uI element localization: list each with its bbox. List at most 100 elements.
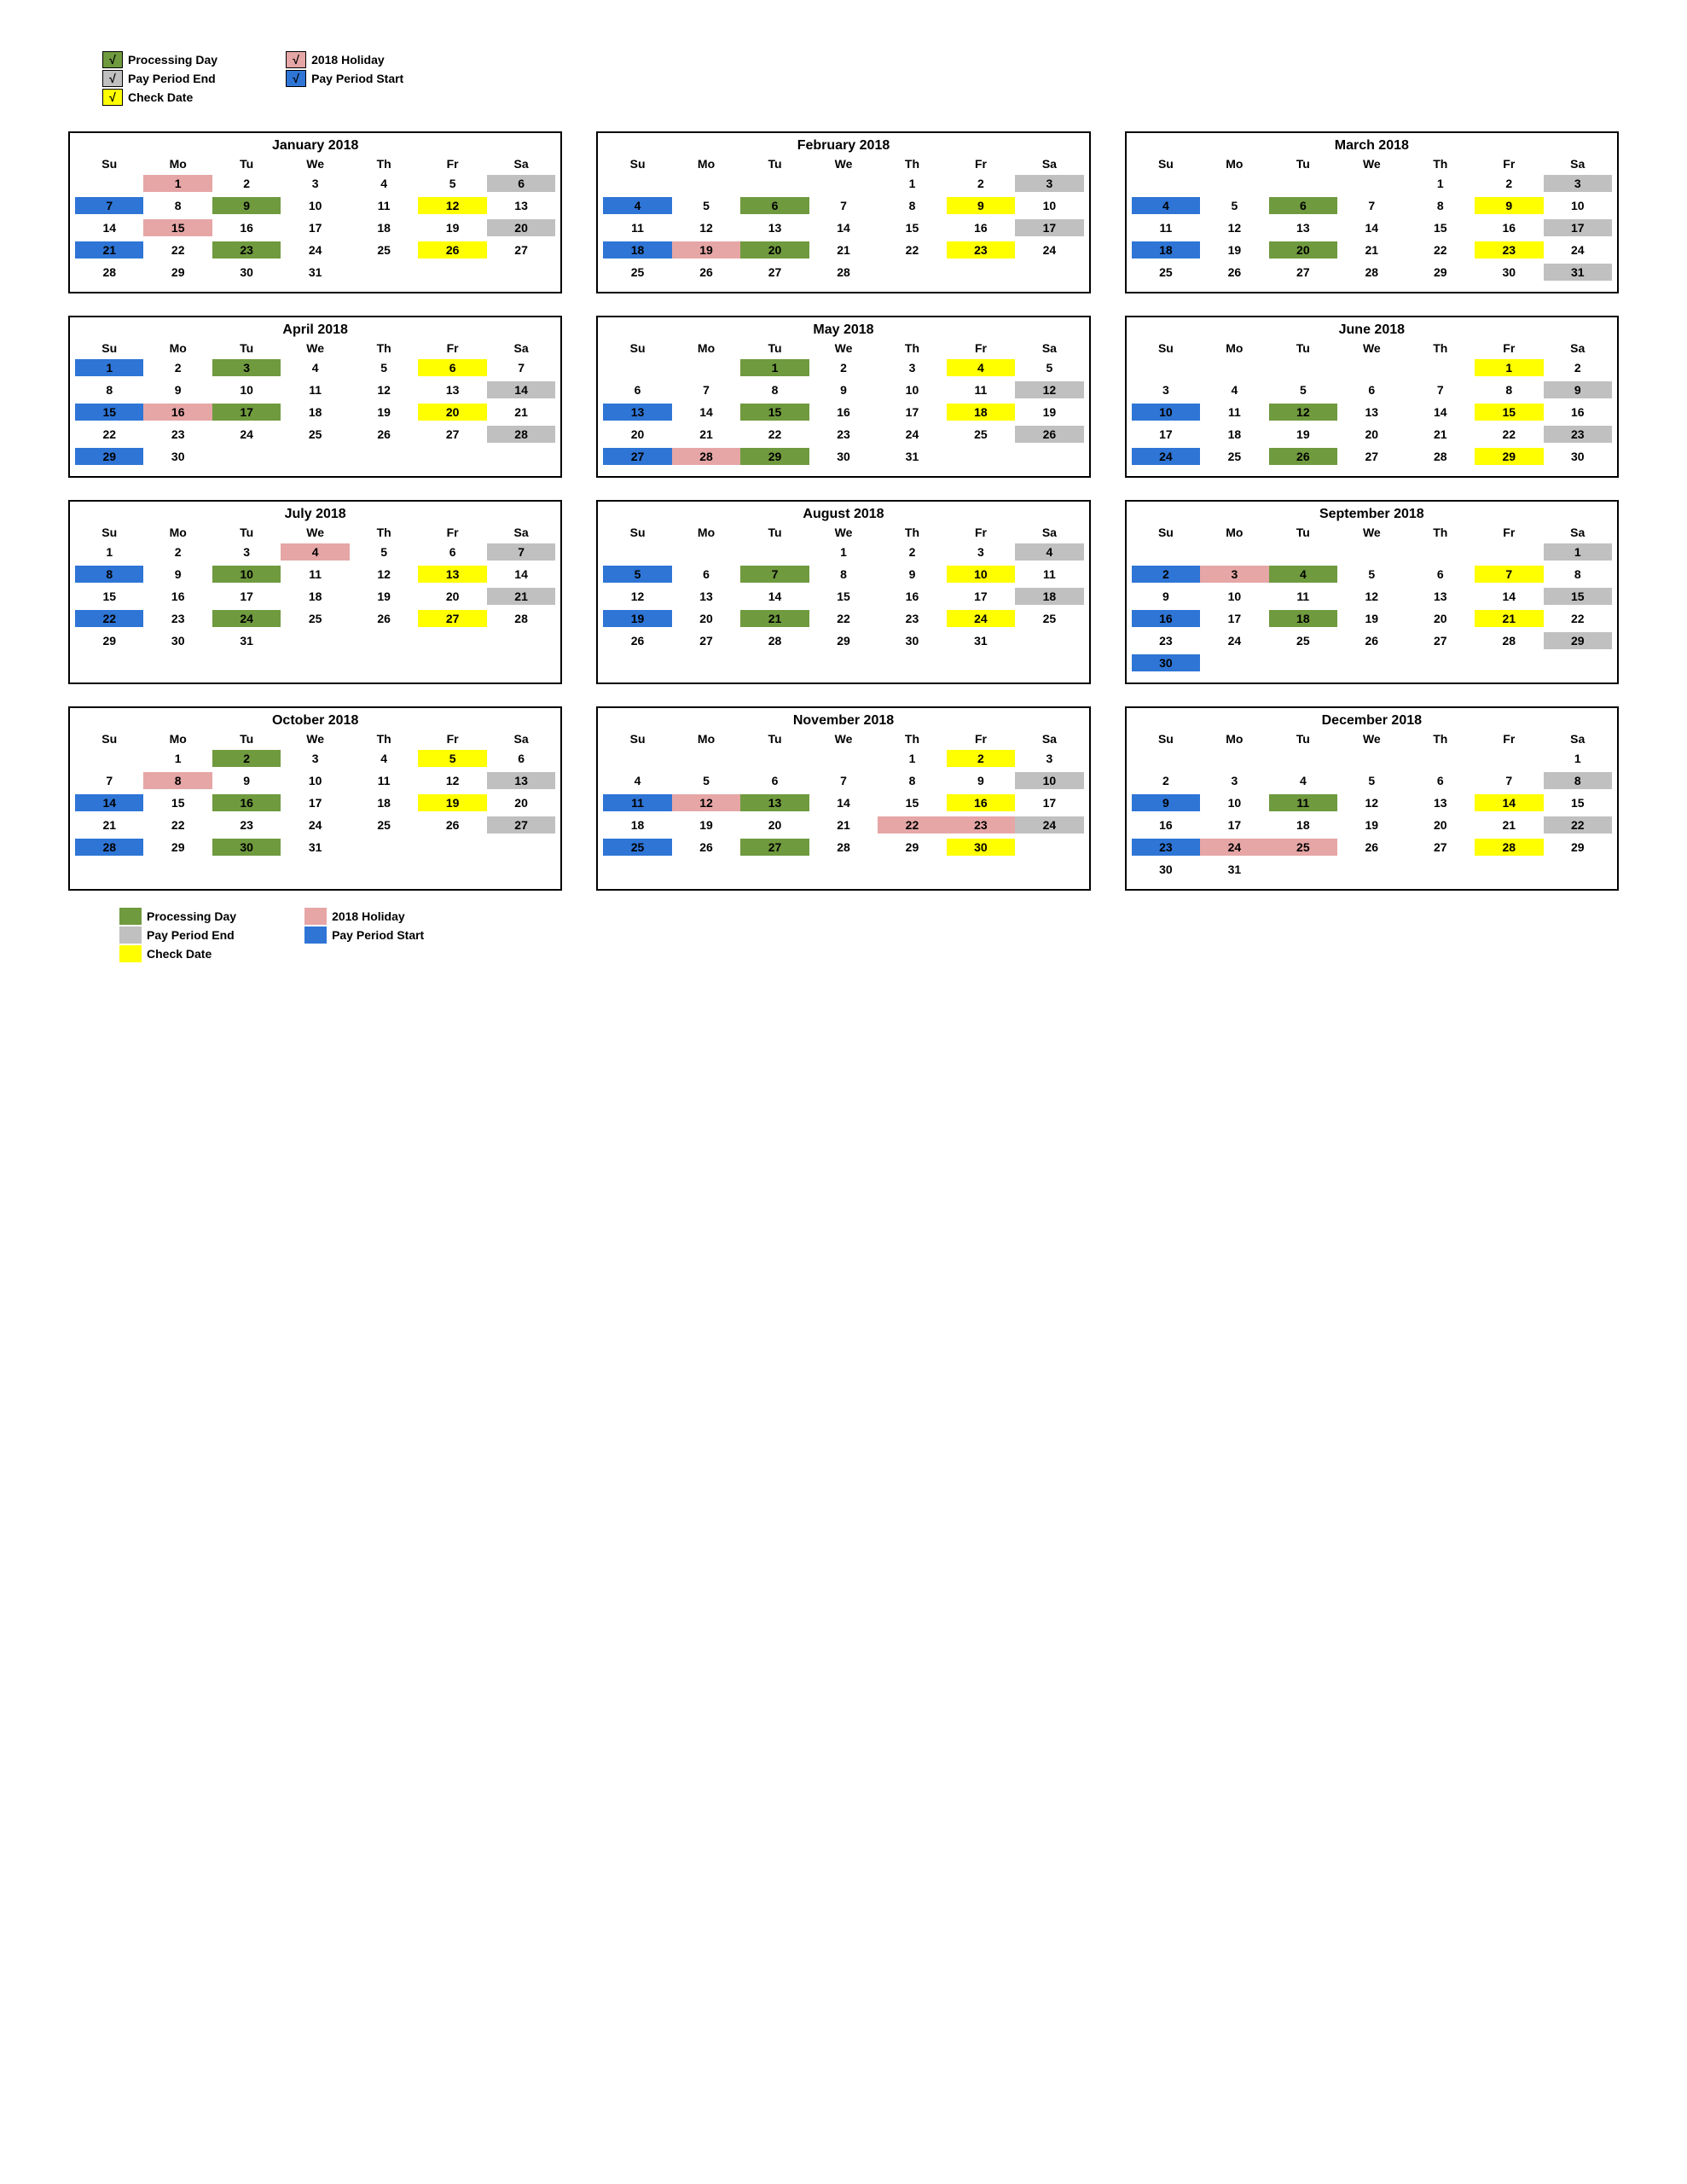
week-row: 21222324252627	[75, 239, 555, 261]
day-cell: 24	[1132, 445, 1200, 468]
day-cell: 10	[1132, 401, 1200, 423]
day-cell: 6	[603, 379, 671, 401]
day-number: 17	[212, 404, 281, 421]
legend-top: √Processing Day√Pay Period End√Check Dat…	[102, 51, 1619, 106]
weekday-label: Mo	[672, 340, 740, 357]
weekday-label: Th	[350, 730, 418, 747]
day-number: 27	[487, 816, 555, 834]
day-number: 14	[672, 404, 740, 421]
day-number: 9	[947, 197, 1015, 214]
day-cell: 27	[740, 261, 809, 283]
day-number: 16	[1132, 816, 1200, 834]
day-cell	[75, 172, 143, 195]
day-number: 30	[878, 632, 946, 649]
day-cell: 17	[212, 401, 281, 423]
day-number: 29	[143, 264, 212, 281]
day-number: 28	[672, 448, 740, 465]
month-title: August 2018	[603, 505, 1083, 524]
day-number: 15	[878, 219, 946, 236]
day-cell: 20	[1269, 239, 1337, 261]
day-cell: 6	[1337, 379, 1406, 401]
day-cell: 23	[1544, 423, 1612, 445]
day-cell: 31	[212, 630, 281, 652]
weekday-label: Sa	[1544, 730, 1612, 747]
day-number: 23	[212, 241, 281, 258]
weekday-label: Mo	[1200, 730, 1268, 747]
day-number: 30	[1544, 448, 1612, 465]
day-cell: 1	[809, 541, 878, 563]
day-number: 18	[1015, 588, 1083, 605]
day-number: 22	[1406, 241, 1475, 258]
day-cell	[1200, 747, 1268, 770]
day-cell: 15	[75, 585, 143, 607]
day-cell: 24	[878, 423, 946, 445]
day-number: 27	[418, 426, 486, 443]
day-number: 24	[1132, 448, 1200, 465]
day-cell: 29	[143, 261, 212, 283]
day-number: 19	[350, 404, 418, 421]
week-row: 1234	[603, 541, 1083, 563]
day-cell: 25	[1132, 261, 1200, 283]
day-number: 8	[878, 197, 946, 214]
week-row: 18192021222324	[603, 239, 1083, 261]
day-number: 31	[281, 264, 349, 281]
day-number: 4	[281, 359, 349, 376]
day-cell: 8	[1544, 563, 1612, 585]
weekday-label: Tu	[212, 730, 281, 747]
day-number: 12	[1269, 404, 1337, 421]
day-number: 5	[418, 175, 486, 192]
day-cell: 20	[603, 423, 671, 445]
day-number: 4	[1015, 543, 1083, 561]
day-cell	[350, 261, 418, 283]
day-number: 28	[487, 426, 555, 443]
day-number: 6	[487, 175, 555, 192]
day-number: 31	[212, 632, 281, 649]
day-cell: 28	[75, 261, 143, 283]
weekday-row: SuMoTuWeThFrSa	[1132, 730, 1612, 747]
day-cell: 30	[143, 630, 212, 652]
day-cell: 12	[672, 217, 740, 239]
weekday-label: Th	[878, 155, 946, 172]
day-number: 16	[809, 404, 878, 421]
legend-swatch: √	[286, 70, 306, 87]
day-number: 10	[947, 566, 1015, 583]
day-cell: 24	[1015, 239, 1083, 261]
month-title: October 2018	[75, 712, 555, 730]
day-cell: 28	[1475, 630, 1543, 652]
weekday-label: Mo	[1200, 155, 1268, 172]
day-cell: 21	[1406, 423, 1475, 445]
day-cell: 20	[740, 239, 809, 261]
day-cell: 4	[281, 541, 349, 563]
day-cell: 24	[1015, 814, 1083, 836]
day-cell: 2	[1544, 357, 1612, 379]
day-number: 13	[672, 588, 740, 605]
day-number: 16	[143, 404, 212, 421]
day-number: 7	[809, 772, 878, 789]
day-cell: 23	[143, 607, 212, 630]
day-number: 15	[1544, 794, 1612, 811]
day-cell: 18	[281, 585, 349, 607]
day-cell: 11	[1269, 792, 1337, 814]
day-cell: 14	[809, 792, 878, 814]
weekday-label: Th	[878, 340, 946, 357]
day-number: 20	[740, 816, 809, 834]
day-cell	[1337, 747, 1406, 770]
day-cell: 20	[418, 401, 486, 423]
day-cell: 8	[1475, 379, 1543, 401]
day-cell: 9	[1544, 379, 1612, 401]
day-number: 24	[281, 241, 349, 258]
legend-label: 2018 Holiday	[311, 53, 385, 67]
month: January 2018SuMoTuWeThFrSa12345678910111…	[68, 131, 562, 293]
day-cell: 26	[418, 814, 486, 836]
day-cell: 1	[1544, 747, 1612, 770]
day-cell: 12	[350, 563, 418, 585]
day-number: 26	[418, 816, 486, 834]
day-cell: 17	[1200, 607, 1268, 630]
day-number: 21	[1475, 816, 1543, 834]
day-cell: 7	[75, 770, 143, 792]
day-cell: 31	[1544, 261, 1612, 283]
weekday-label: Th	[350, 524, 418, 541]
day-cell: 23	[143, 423, 212, 445]
month: February 2018SuMoTuWeThFrSa1234567891011…	[596, 131, 1090, 293]
week-row: 22232425262728	[75, 423, 555, 445]
